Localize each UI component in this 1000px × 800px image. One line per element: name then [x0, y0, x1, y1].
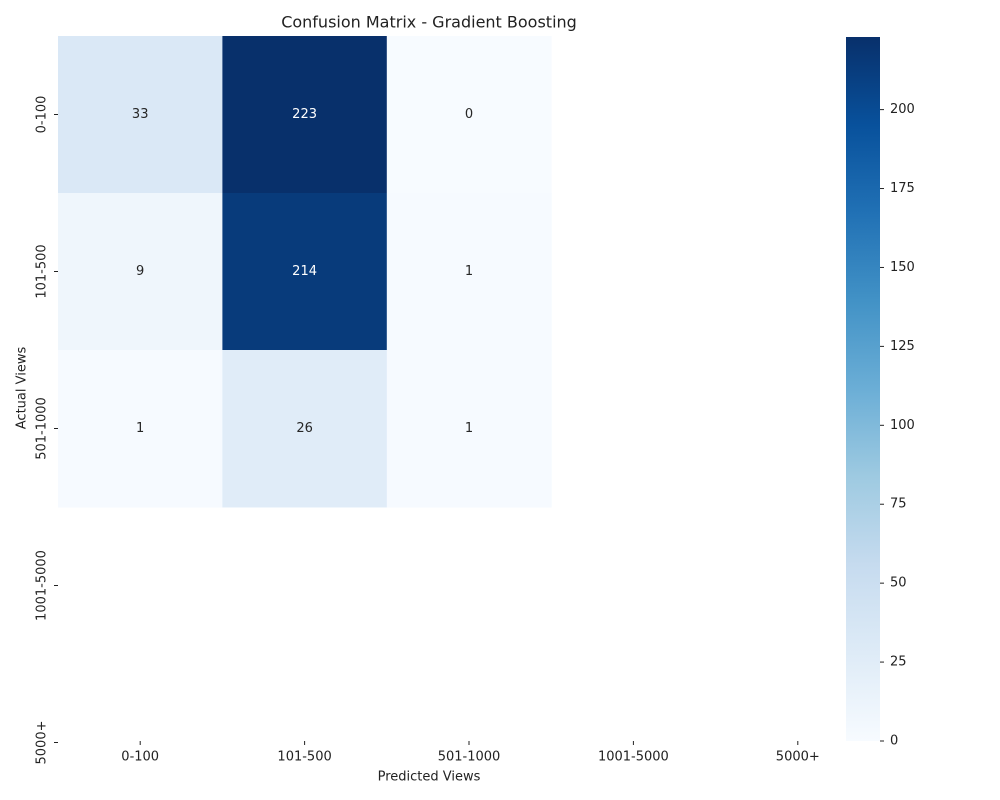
chart-title: Confusion Matrix - Gradient Boosting	[281, 13, 577, 32]
cell-value: 1	[465, 264, 473, 279]
x-tick-label: 5000+	[776, 750, 820, 765]
x-tick-label: 501-1000	[438, 750, 501, 765]
heatmap-cell	[58, 36, 223, 194]
colorbar-tick-label: 25	[890, 655, 907, 670]
y-tick-label: 5000+	[35, 721, 50, 765]
colorbar-tick-label: 175	[890, 181, 915, 196]
cell-value: 26	[296, 421, 313, 436]
y-tick-label: 101-500	[35, 244, 50, 298]
colorbar-tick-label: 0	[890, 734, 898, 749]
heatmap-cell	[222, 350, 388, 508]
cell-value: 223	[292, 107, 317, 122]
heatmap-cell	[386, 350, 552, 508]
cell-value: 1	[136, 421, 144, 436]
cell-value: 214	[292, 264, 317, 279]
cell-value: 9	[136, 264, 144, 279]
colorbar-tick-label: 100	[890, 418, 915, 433]
x-tick-label: 101-500	[277, 750, 331, 765]
cell-value: 1	[465, 421, 473, 436]
heatmap-cell	[386, 193, 552, 351]
colorbar-tick-label: 150	[890, 260, 915, 275]
heatmap-cell	[222, 193, 388, 351]
colorbar-tick-label: 50	[890, 576, 907, 591]
y-tick-label: 501-1000	[35, 397, 50, 460]
cell-value: 33	[132, 107, 149, 122]
heatmap-cell	[386, 36, 552, 194]
colorbar-tick-label: 125	[890, 339, 915, 354]
x-axis-label: Predicted Views	[378, 770, 481, 785]
x-tick-label: 1001-5000	[598, 750, 669, 765]
heatmap	[58, 36, 552, 508]
y-axis-label: Actual Views	[15, 347, 30, 430]
cell-value: 0	[465, 107, 473, 122]
heatmap-cell	[222, 36, 388, 194]
colorbar-tick-label: 200	[890, 102, 915, 117]
y-tick-label: 0-100	[35, 96, 50, 134]
heatmap-cell	[58, 193, 223, 351]
x-tick-label: 0-100	[121, 750, 159, 765]
y-tick-label: 1001-5000	[35, 550, 50, 621]
colorbar-tick-label: 75	[890, 497, 907, 512]
colorbar	[846, 37, 880, 741]
heatmap-cell	[58, 350, 223, 508]
